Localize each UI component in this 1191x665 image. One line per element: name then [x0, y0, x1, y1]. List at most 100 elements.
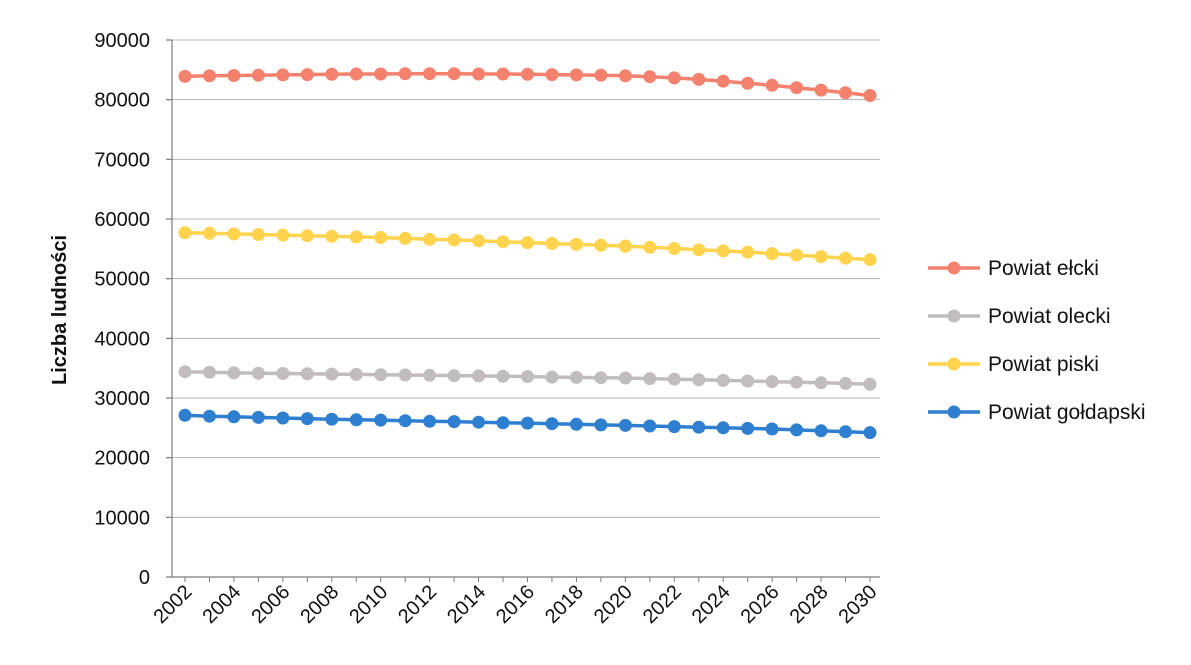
data-point [643, 70, 657, 84]
data-point [643, 419, 657, 433]
legend-entry: Powiat olecki [928, 305, 1111, 328]
data-point [276, 367, 290, 380]
data-point [618, 371, 632, 385]
data-point [716, 244, 730, 258]
series-1 [178, 365, 877, 391]
gridlines [172, 39, 880, 518]
data-point [814, 376, 828, 390]
y-tick-label: 80000 [94, 90, 150, 112]
data-point [839, 425, 852, 439]
data-point [203, 365, 216, 379]
y-axis-title: Liczba ludności [49, 235, 71, 385]
data-point [300, 412, 314, 426]
data-point [521, 236, 534, 250]
data-point [447, 233, 461, 247]
data-point [472, 369, 486, 383]
data-point [325, 412, 339, 426]
data-point [545, 417, 559, 431]
data-point [227, 227, 241, 241]
y-tick-label: 40000 [94, 328, 150, 350]
data-point [300, 367, 314, 381]
data-point [569, 68, 583, 82]
data-point [496, 67, 510, 81]
y-tick-label: 50000 [94, 269, 150, 291]
data-point [692, 72, 706, 86]
data-point [251, 228, 265, 241]
data-point [863, 377, 877, 391]
data-point [765, 422, 779, 436]
data-point [276, 228, 290, 242]
data-point [203, 409, 216, 423]
legend-entry: Powiat gołdapski [928, 401, 1146, 424]
legend-marker [947, 357, 961, 371]
y-tick-label: 0 [139, 567, 150, 589]
y-tick-label: 10000 [94, 507, 150, 529]
data-point [472, 67, 486, 81]
data-point [765, 78, 779, 92]
data-point [814, 250, 828, 264]
data-point [521, 416, 534, 430]
y-tick-label: 70000 [94, 149, 150, 171]
data-point [374, 413, 388, 427]
data-point [521, 67, 534, 81]
data-point [325, 229, 339, 243]
legend-marker [947, 309, 961, 323]
legend-marker [947, 405, 961, 419]
data-point [594, 238, 608, 252]
data-point [863, 89, 877, 102]
data-point [545, 370, 559, 384]
data-point [839, 251, 852, 265]
data-point [839, 86, 852, 100]
y-tick-label: 20000 [94, 448, 150, 470]
data-point [325, 67, 339, 81]
data-point [692, 420, 706, 434]
data-point [594, 68, 608, 82]
data-point [178, 226, 192, 240]
data-point [472, 234, 486, 248]
data-point [398, 368, 412, 382]
data-point [349, 67, 363, 81]
data-point [618, 418, 632, 432]
legend-label: Powiat olecki [988, 305, 1111, 328]
data-point [227, 69, 241, 82]
data-point [203, 69, 216, 83]
data-point [447, 415, 461, 429]
data-point [374, 67, 388, 81]
data-point [251, 68, 265, 82]
data-point [349, 367, 363, 381]
data-point [251, 366, 265, 380]
data-point [790, 375, 804, 389]
data-point [594, 418, 608, 432]
data-point [227, 410, 241, 424]
data-point [643, 372, 657, 386]
data-point [814, 424, 828, 438]
data-point [741, 76, 755, 90]
legend-entry: Powiat piski [928, 353, 1099, 376]
y-tick-label: 30000 [94, 388, 150, 410]
data-point [398, 414, 412, 428]
data-point [618, 69, 632, 83]
data-point [276, 411, 290, 425]
data-point [300, 68, 314, 82]
series-3 [178, 408, 877, 440]
data-point [569, 237, 583, 251]
data-point [765, 247, 779, 261]
data-point [765, 375, 779, 389]
series-2 [178, 226, 877, 267]
data-point [178, 69, 192, 83]
series-0 [178, 67, 877, 102]
data-point [790, 248, 804, 262]
data-point [716, 421, 730, 435]
data-point [790, 81, 804, 95]
data-point [398, 231, 412, 245]
data-point [667, 242, 681, 255]
data-point [349, 230, 363, 244]
data-point [839, 376, 852, 390]
data-point [227, 366, 241, 380]
legend-label: Powiat ełcki [988, 257, 1099, 280]
data-point [423, 67, 437, 81]
data-point [667, 372, 681, 386]
legend-entry: Powiat ełcki [928, 257, 1099, 280]
data-point [325, 367, 339, 381]
